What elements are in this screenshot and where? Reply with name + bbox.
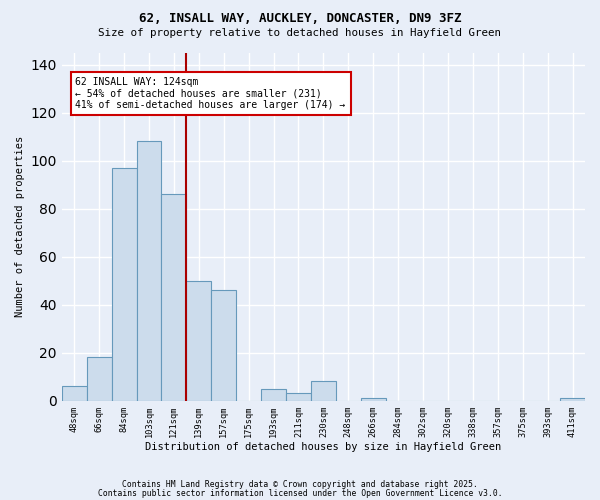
Text: Contains HM Land Registry data © Crown copyright and database right 2025.: Contains HM Land Registry data © Crown c…: [122, 480, 478, 489]
Bar: [112, 168, 137, 400]
Text: Size of property relative to detached houses in Hayfield Green: Size of property relative to detached ho…: [98, 28, 502, 38]
Bar: [261, 388, 286, 400]
Text: 62 INSALL WAY: 124sqm
← 54% of detached houses are smaller (231)
41% of semi-det: 62 INSALL WAY: 124sqm ← 54% of detached …: [76, 76, 346, 110]
Bar: [311, 382, 336, 400]
Y-axis label: Number of detached properties: Number of detached properties: [15, 136, 25, 317]
Bar: [560, 398, 585, 400]
Bar: [161, 194, 187, 400]
Bar: [62, 386, 87, 400]
Bar: [211, 290, 236, 401]
Bar: [87, 358, 112, 401]
Bar: [187, 280, 211, 400]
Bar: [361, 398, 386, 400]
Bar: [137, 142, 161, 400]
Text: Contains public sector information licensed under the Open Government Licence v3: Contains public sector information licen…: [98, 488, 502, 498]
Bar: [286, 394, 311, 400]
X-axis label: Distribution of detached houses by size in Hayfield Green: Distribution of detached houses by size …: [145, 442, 502, 452]
Text: 62, INSALL WAY, AUCKLEY, DONCASTER, DN9 3FZ: 62, INSALL WAY, AUCKLEY, DONCASTER, DN9 …: [139, 12, 461, 26]
